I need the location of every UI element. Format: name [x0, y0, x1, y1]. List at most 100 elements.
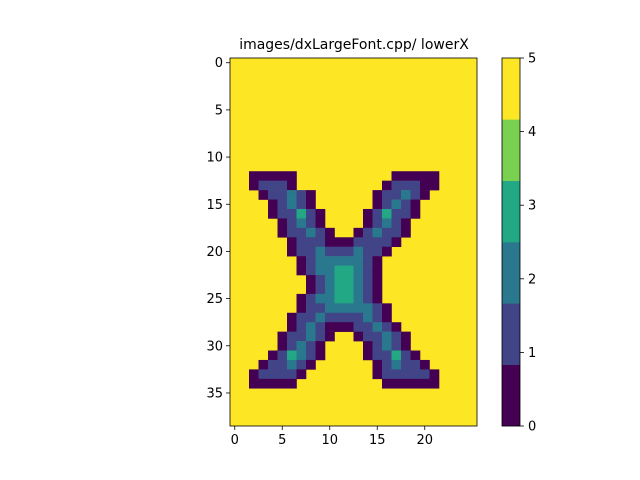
heatmap-cell: [325, 246, 354, 257]
heatmap-cell: [287, 331, 297, 342]
heatmap-cell: [306, 341, 316, 351]
heatmap-cell: [420, 369, 430, 380]
heatmap-cell: [315, 275, 326, 285]
y-axis: 0 5 10 15 20 25 30 35: [206, 56, 230, 401]
heatmap-cell: [325, 284, 335, 295]
heatmap-cell: [391, 350, 402, 361]
heatmap-cell: [296, 322, 307, 332]
colorbar-tick-label: 1: [528, 346, 536, 361]
heatmap-cell: [277, 331, 288, 342]
y-tick-label: 35: [206, 386, 223, 401]
heatmap-cell: [306, 293, 316, 304]
heatmap-cell: [372, 227, 383, 238]
colorbar-segment: [502, 364, 520, 427]
heatmap-cell: [401, 190, 411, 200]
heatmap-cell: [401, 227, 411, 238]
x-tick-label: 10: [321, 433, 338, 448]
heatmap-cell: [363, 265, 373, 276]
heatmap-cell: [315, 208, 326, 219]
colorbar-tick-label: 0: [528, 420, 536, 435]
heatmap-cell: [420, 180, 430, 191]
heatmap-cell: [391, 331, 402, 342]
heatmap-cell: [372, 190, 383, 200]
heatmap-cell: [315, 303, 326, 314]
heatmap-cell: [382, 199, 392, 210]
heatmap-cell: [363, 293, 373, 304]
heatmap-cell: [325, 322, 354, 332]
heatmap-cell: [325, 237, 354, 248]
heatmap-cell: [363, 227, 373, 238]
heatmap-cell: [296, 190, 307, 200]
heatmap-cell: [382, 237, 392, 248]
heatmap-cell: [410, 208, 421, 219]
heatmap-cell: [382, 312, 392, 323]
heatmap-cell: [249, 378, 297, 389]
heatmap-cell: [325, 227, 335, 238]
heatmap-cell: [391, 199, 402, 210]
colorbar: 0 1 2 3 4 5: [501, 52, 536, 435]
heatmap-cell: [258, 180, 288, 191]
heatmap-cell: [325, 331, 335, 342]
heatmap-cell: [306, 199, 316, 210]
heatmap-cell: [315, 265, 326, 276]
heatmap-cell: [363, 237, 373, 248]
heatmap-cell: [287, 359, 297, 370]
heatmap-cell: [315, 237, 326, 248]
heatmap-cell: [296, 312, 307, 323]
heatmap-cell: [363, 331, 373, 342]
heatmap-cell: [353, 265, 364, 276]
heatmap-cell: [268, 359, 278, 370]
heatmap-cell: [372, 218, 383, 229]
heatmap-cell: [372, 331, 383, 342]
x-tick-label: 15: [369, 433, 386, 448]
heatmap-cell: [353, 246, 364, 257]
heatmap-cell: [315, 322, 326, 332]
heatmap-cell: [363, 341, 373, 351]
heatmap-cell: [296, 359, 307, 370]
heatmap-cell: [372, 350, 383, 361]
heatmap-cell: [296, 199, 307, 210]
colorbar-tick-label: 2: [528, 272, 536, 287]
heatmap-cell: [249, 369, 259, 380]
heatmap-cell: [306, 303, 316, 314]
heatmap-cell: [429, 180, 440, 191]
heatmap-cell: [287, 350, 297, 361]
heatmap-cell: [325, 293, 335, 304]
heatmap-cell: [277, 227, 288, 238]
heatmap-cell: [325, 312, 354, 323]
heatmap-cell: [306, 218, 316, 229]
heatmap-cell: [420, 359, 430, 370]
heatmap-cell: [306, 265, 316, 276]
heatmap-cell: [315, 341, 326, 351]
heatmap-cell: [363, 256, 373, 266]
heatmap-cell: [296, 303, 307, 314]
heatmap-cell: [306, 246, 316, 257]
heatmap-cell: [363, 350, 373, 361]
heatmap-cell: [391, 237, 402, 248]
heatmap-cell: [277, 359, 288, 370]
heatmap-cell: [287, 199, 297, 210]
heatmap-cell: [306, 312, 316, 323]
heatmap-cell: [391, 180, 421, 191]
heatmap-cell: [363, 284, 373, 295]
heatmap-cell: [401, 350, 411, 361]
x-tick-label: 20: [416, 433, 433, 448]
heatmap-cell: [277, 208, 288, 219]
heatmap-cell: [353, 256, 364, 266]
heatmap-cell: [277, 218, 288, 229]
heatmap-cell: [391, 171, 440, 181]
heatmap-cell: [401, 199, 411, 210]
colorbar-tick-label: 5: [528, 52, 536, 67]
heatmap-cell: [363, 312, 373, 323]
heatmap-cell: [391, 341, 402, 351]
heatmap-cell: [353, 227, 364, 238]
heatmap-cell: [287, 312, 297, 323]
heatmap-cell: [372, 256, 383, 266]
heatmap-cell: [382, 227, 392, 238]
heatmap-cell: [296, 256, 307, 266]
heatmap-cell: [372, 312, 383, 323]
heatmap-cell: [372, 322, 383, 332]
colorbar-segment: [502, 242, 520, 304]
heatmap-cell: [382, 208, 392, 219]
heatmap-cell: [372, 341, 383, 351]
